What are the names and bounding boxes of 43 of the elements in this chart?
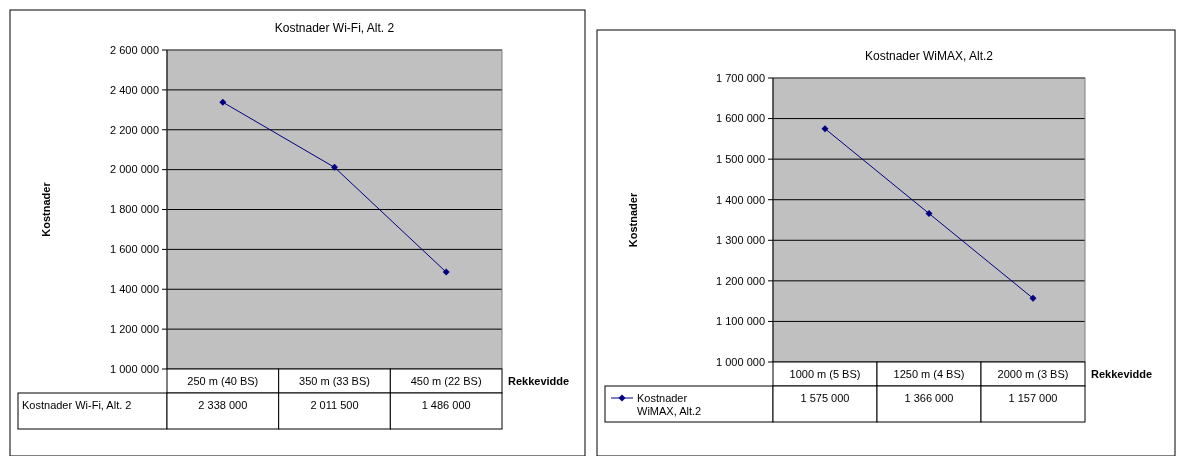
point [821, 125, 829, 133]
y-tick-label: 1 800 000 [110, 203, 159, 216]
x-tick-label: 1000 m (5 BS) [789, 367, 861, 380]
y-tick-label: 1 300 000 [716, 234, 765, 247]
data-label: 1 366 000 [904, 391, 954, 404]
y-axis-title: Kostnader [627, 192, 639, 248]
x-tick-label: 450 m (22 BS) [410, 374, 482, 387]
point [442, 268, 450, 276]
y-tick-label: 2 400 000 [110, 83, 159, 96]
x-axis-title: Rekkevidde [1091, 367, 1153, 380]
y-tick-label: 2 000 000 [110, 163, 159, 176]
y-tick-label: 1 200 000 [716, 274, 765, 287]
data-label: 1 575 000 [800, 391, 850, 404]
y-tick-label: 1 700 000 [716, 71, 765, 84]
y-tick-label: 1 600 000 [110, 243, 159, 256]
point [331, 163, 338, 171]
y-tick-label: 1 100 000 [716, 315, 765, 328]
y-tick-label: 2 200 000 [110, 123, 159, 136]
y-tick-label: 1 200 000 [110, 322, 159, 335]
y-tick-label: 1 400 000 [110, 283, 159, 296]
point [1029, 294, 1037, 302]
x-tick-label: 2000 m (3 BS) [997, 367, 1069, 380]
y-tick-label: 2 600 000 [110, 43, 159, 56]
chart-title: Kostnader WiMAX, Alt.2 [864, 49, 994, 63]
point [925, 210, 933, 218]
x-tick-label: 250 m (40 BS) [187, 374, 259, 387]
x-tick-label: 1250 m (4 BS) [893, 367, 965, 380]
point [219, 98, 227, 106]
x-tick-label: 350 m (33 BS) [299, 374, 370, 387]
data-label: 2 011 500 [310, 398, 359, 411]
y-tick-label: 1 600 000 [716, 112, 765, 125]
y-tick-label: 1 500 000 [716, 152, 765, 165]
data-label: 2 338 000 [198, 398, 248, 411]
x-axis-title: Rekkevidde [508, 374, 570, 387]
y-tick-label: 1 000 000 [716, 355, 765, 368]
y-tick-label: 1 000 000 [110, 362, 159, 375]
legend-label: Kostnader WiMAX, Alt.2 [637, 391, 702, 418]
y-axis-title: Kostnader [40, 181, 52, 237]
chart-title: Kostnader Wi-Fi, Alt. 2 [274, 21, 395, 35]
data-label: 1 486 000 [421, 398, 471, 411]
data-label: 1 157 000 [1008, 391, 1058, 404]
y-tick-label: 1 400 000 [716, 193, 765, 206]
text: Kostnader Wi-Fi, Alt. 2 [22, 398, 132, 411]
